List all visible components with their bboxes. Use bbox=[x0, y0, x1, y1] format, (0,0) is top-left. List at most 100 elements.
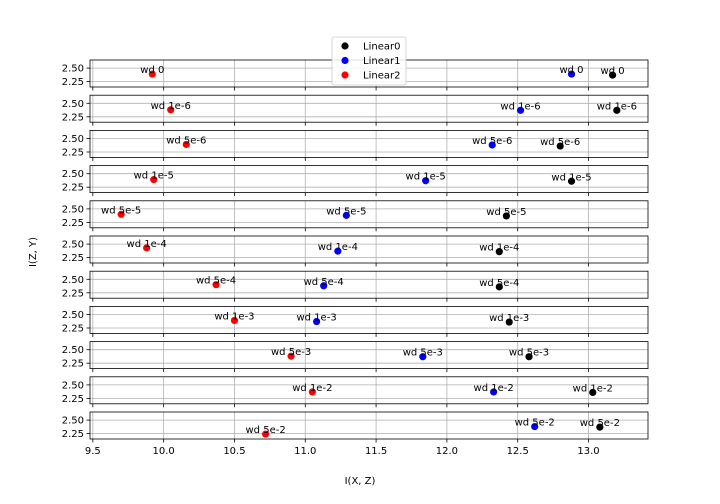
y-tick-label: 2.50 bbox=[62, 345, 84, 356]
data-point-linear1 bbox=[567, 70, 576, 78]
point-annotation: wd 5e-5 bbox=[486, 207, 526, 218]
data-point-linear2 bbox=[287, 352, 295, 360]
y-tick-label: 2.50 bbox=[62, 240, 84, 251]
y-tick-label: 2.25 bbox=[62, 359, 84, 370]
y-tick-label: 2.25 bbox=[62, 429, 84, 440]
data-point-linear0 bbox=[505, 318, 513, 326]
data-point-linear0 bbox=[556, 142, 564, 150]
point-annotation: wd 5e-6 bbox=[166, 135, 206, 146]
panel-frame bbox=[89, 129, 649, 158]
point-annotation: wd 1e-2 bbox=[573, 383, 613, 394]
point-annotation: wd 5e-3 bbox=[509, 348, 549, 359]
data-point-linear2 bbox=[212, 281, 220, 289]
point-annotation: wd 5e-5 bbox=[326, 206, 366, 217]
legend-box bbox=[331, 36, 407, 86]
data-point-linear0 bbox=[502, 212, 510, 220]
y-tick-label: 2.25 bbox=[62, 253, 84, 264]
y-tick-label: 2.25 bbox=[62, 148, 84, 159]
point-annotation: wd 5e-6 bbox=[540, 137, 580, 148]
y-axis-label: I(Z, Y) bbox=[28, 237, 39, 267]
data-point-linear1 bbox=[516, 106, 525, 114]
panel: 2.50 2.25 wd 5e-5 wd 5e-5 wd 5e-5 bbox=[62, 200, 649, 232]
data-point-linear1 bbox=[419, 353, 427, 361]
y-tick-label: 2.50 bbox=[62, 310, 84, 321]
x-axis: 9.5 10.0 10.5 11.0 11.5 12.0 12.5 13.0 bbox=[85, 446, 600, 457]
panel: 2.50 2.25 wd 1e-4 wd 1e-4 wd 1e-4 bbox=[62, 235, 649, 267]
panel-background bbox=[90, 200, 648, 228]
point-annotation: wd 1e-3 bbox=[489, 313, 529, 324]
panel-frame bbox=[89, 94, 649, 123]
legend-entry-label: Linear0 bbox=[363, 42, 400, 53]
data-point-linear2 bbox=[117, 210, 125, 218]
panel: 2.50 2.25 wd 5e-4 wd 5e-4 wd 5e-4 bbox=[62, 270, 649, 302]
panel-background bbox=[90, 306, 648, 334]
point-annotation: wd 5e-4 bbox=[304, 277, 344, 288]
legend-marker bbox=[341, 71, 349, 79]
y-tick-label: 2.25 bbox=[62, 324, 84, 335]
data-point-linear2 bbox=[262, 430, 270, 438]
legend-marker bbox=[341, 56, 349, 65]
point-annotation: wd 1e-6 bbox=[500, 101, 540, 112]
panel: 2.50 2.25 wd 1e-2 wd 1e-2 wd 1e-2 bbox=[62, 376, 649, 408]
x-tick-label: 10.5 bbox=[223, 446, 245, 457]
point-annotation: wd 1e-6 bbox=[151, 101, 191, 112]
panel-background bbox=[90, 236, 648, 263]
data-point-linear1 bbox=[334, 247, 342, 255]
point-annotation: wd 0 bbox=[601, 66, 625, 77]
data-point-linear2 bbox=[148, 70, 156, 78]
data-point-linear0 bbox=[567, 177, 576, 185]
y-tick-label: 2.25 bbox=[62, 77, 84, 88]
y-tick-label: 2.50 bbox=[62, 99, 84, 110]
x-tick-label: 11.0 bbox=[294, 446, 316, 457]
legend-entry-label: Linear1 bbox=[363, 56, 400, 67]
data-point-linear2 bbox=[308, 388, 316, 396]
data-point-linear2 bbox=[150, 176, 158, 184]
panel-frame bbox=[89, 165, 649, 194]
legend-entry-label: Linear2 bbox=[363, 71, 400, 82]
data-point-linear1 bbox=[488, 141, 496, 149]
point-annotation: wd 5e-3 bbox=[403, 348, 443, 359]
data-point-linear1 bbox=[422, 177, 430, 185]
y-tick-label: 2.50 bbox=[62, 134, 84, 145]
x-axis-label: I(X, Z) bbox=[345, 476, 376, 487]
data-point-linear1 bbox=[312, 317, 321, 326]
data-point-linear0 bbox=[613, 106, 621, 114]
y-tick-label: 2.50 bbox=[62, 275, 84, 286]
y-tick-label: 2.25 bbox=[62, 183, 84, 194]
point-annotation: wd 5e-6 bbox=[472, 136, 512, 147]
panel-background bbox=[90, 376, 648, 404]
point-annotation: wd 1e-5 bbox=[551, 172, 591, 183]
point-annotation: wd 5e-3 bbox=[271, 347, 311, 358]
panel-frame bbox=[89, 376, 649, 405]
panel: 2.50 2.25 wd 1e-5 wd 1e-5 wd 1e-5 bbox=[62, 165, 649, 197]
data-point-linear0 bbox=[608, 71, 617, 79]
point-annotation: wd 1e-4 bbox=[318, 242, 358, 253]
point-annotation: wd 1e-4 bbox=[127, 239, 167, 250]
point-annotation: wd 1e-6 bbox=[597, 101, 637, 112]
panel-frame bbox=[89, 411, 649, 440]
point-annotation: wd 1e-5 bbox=[134, 171, 174, 182]
point-annotation: wd 1e-2 bbox=[292, 383, 332, 394]
y-tick-label: 2.25 bbox=[62, 394, 84, 405]
point-annotation: wd 5e-5 bbox=[101, 205, 141, 216]
data-point-linear2 bbox=[167, 106, 175, 114]
panel-frame bbox=[89, 200, 649, 229]
y-tick-label: 2.50 bbox=[62, 169, 84, 180]
data-point-linear1 bbox=[490, 388, 498, 396]
data-point-linear0 bbox=[495, 283, 503, 291]
point-annotation: wd 1e-3 bbox=[214, 311, 254, 322]
point-annotation: wd 1e-3 bbox=[296, 313, 336, 324]
point-annotation: wd 5e-2 bbox=[515, 418, 555, 429]
data-point-linear1 bbox=[320, 282, 328, 290]
panel: 2.50 2.25 wd 5e-2 wd 5e-2 wd 5e-2 bbox=[62, 411, 649, 443]
x-tick-label: 13.0 bbox=[577, 446, 599, 457]
panels: 2.50 2.25 wd 0 wd 0 wd 0 2.50 2.25 wd 1e-6 wd 1e… bbox=[62, 59, 649, 443]
panel-background bbox=[90, 95, 648, 123]
y-tick-label: 2.50 bbox=[62, 380, 84, 391]
panel: 2.50 2.25 wd 1e-6 wd 1e-6 wd 1e-6 bbox=[62, 94, 649, 126]
y-tick-label: 2.50 bbox=[62, 64, 84, 75]
panel-background bbox=[90, 271, 648, 299]
data-point-linear2 bbox=[182, 140, 190, 149]
point-annotation: wd 5e-2 bbox=[580, 418, 620, 429]
